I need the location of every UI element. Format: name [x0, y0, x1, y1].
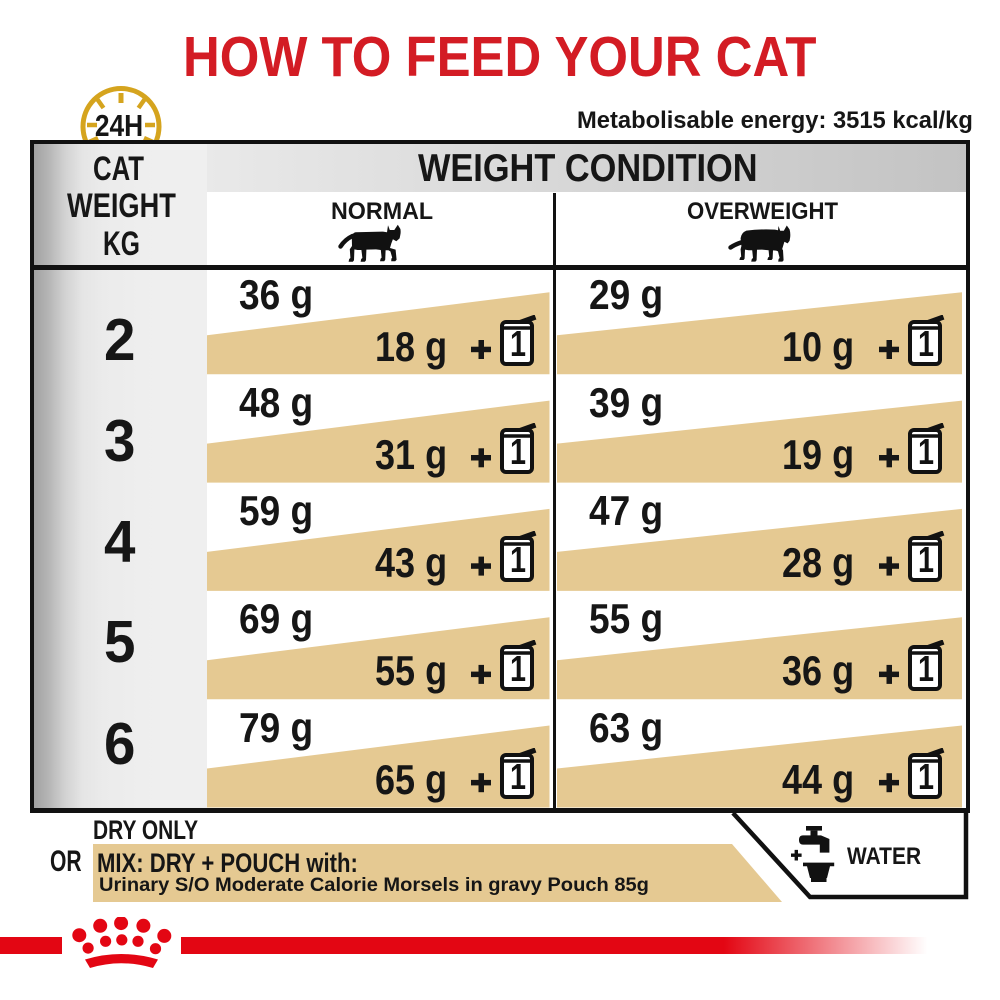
- svg-text:1: 1: [510, 322, 526, 363]
- svg-text:1: 1: [918, 756, 934, 797]
- svg-text:1: 1: [510, 431, 526, 472]
- svg-text:1: 1: [510, 756, 526, 797]
- svg-text:1: 1: [918, 539, 934, 580]
- svg-text:1: 1: [918, 647, 934, 688]
- svg-text:1: 1: [918, 322, 934, 363]
- svg-text:1: 1: [510, 539, 526, 580]
- svg-text:1: 1: [918, 431, 934, 472]
- svg-text:24H: 24H: [95, 109, 143, 143]
- svg-text:1: 1: [510, 647, 526, 688]
